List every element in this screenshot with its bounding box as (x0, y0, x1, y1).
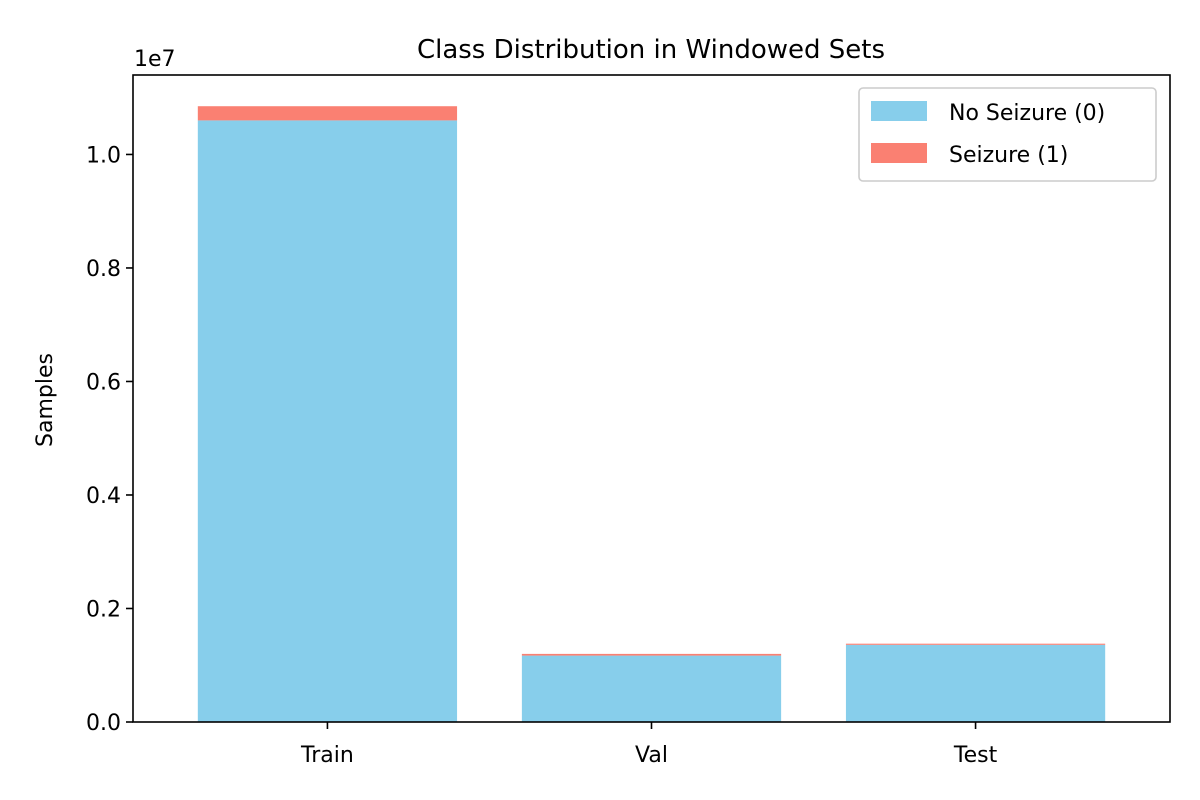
x-tick-label-val: Val (635, 743, 668, 768)
legend: No Seizure (0) Seizure (1) (858, 87, 1157, 182)
x-axis-ticks: Train Val Test (300, 722, 998, 768)
legend-swatch-0 (871, 101, 927, 121)
bar-train-series-1 (197, 106, 458, 121)
y-tick-label: 0.4 (86, 484, 121, 509)
y-tick-label: 0.6 (86, 370, 121, 395)
y-tick-label: 0.2 (86, 597, 121, 622)
chart-title: Class Distribution in Windowed Sets (417, 35, 885, 65)
y-tick-label: 1.0 (86, 143, 121, 168)
bar-val-series-1 (521, 653, 782, 656)
y-tick-label: 0.8 (86, 257, 121, 282)
y-axis-ticks: 0.0 0.2 0.4 0.6 0.8 1.0 (86, 143, 133, 736)
y-axis-label: Samples (33, 353, 58, 447)
legend-label-0: No Seizure (0) (949, 101, 1105, 126)
bars-group (197, 106, 1106, 723)
bar-test-series-1 (845, 643, 1106, 645)
y-axis-offset-label: 1e7 (134, 47, 176, 72)
x-tick-label-train: Train (300, 743, 354, 768)
bar-train-series-0 (197, 120, 458, 723)
x-tick-label-test: Test (953, 743, 998, 768)
legend-label-1: Seizure (1) (949, 143, 1068, 168)
bar-val-series-0 (521, 655, 782, 722)
plot-frame (132, 74, 1171, 723)
legend-swatch-1 (871, 143, 927, 163)
legend-box (858, 87, 1157, 182)
y-tick-label: 0.0 (86, 711, 121, 736)
bar-test-series-0 (845, 644, 1106, 722)
